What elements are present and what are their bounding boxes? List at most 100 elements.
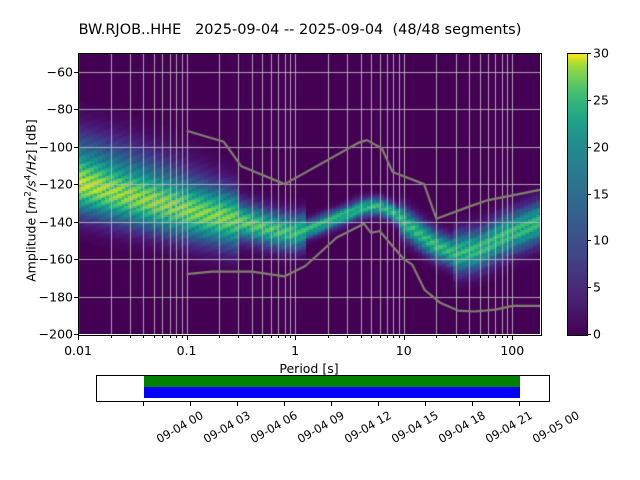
data-coverage-green <box>144 376 520 387</box>
colorbar-tick-label: 10 <box>593 232 609 248</box>
timeline-tick-label: 09-04 18 <box>435 408 488 446</box>
colorbar-tick-mark <box>587 147 591 148</box>
x-axis-minor-tick <box>371 335 372 338</box>
x-axis-minor-tick <box>436 335 437 338</box>
x-axis-minor-tick <box>285 335 286 338</box>
timeline-tick-label: 09-04 06 <box>248 408 300 446</box>
x-axis-tick-label: 0.01 <box>64 343 92 358</box>
timeline-tick-mark <box>425 401 426 406</box>
x-axis-minor-tick <box>399 335 400 338</box>
x-axis-minor-tick <box>393 335 394 338</box>
timeline-tick-mark <box>472 401 473 406</box>
timeline-tick-mark <box>331 401 332 406</box>
ppsd-histogram-canvas <box>78 53 540 334</box>
x-axis-minor-tick <box>262 335 263 338</box>
x-axis-major-tick <box>512 335 513 340</box>
y-axis-tick-label: −160 <box>38 251 73 267</box>
colorbar-tick-mark <box>587 334 591 335</box>
colorbar-tick-label: 20 <box>593 139 609 155</box>
timeline-tick-label: 09-04 15 <box>388 408 441 446</box>
x-axis-minor-tick <box>328 335 329 338</box>
x-axis-minor-tick <box>219 335 220 338</box>
x-axis-minor-tick <box>130 335 131 338</box>
y-axis-tick-label: −80 <box>46 101 73 117</box>
x-axis-major-tick <box>404 335 405 340</box>
colorbar-tick-label: 5 <box>593 279 601 295</box>
x-axis-major-tick <box>295 335 296 340</box>
colorbar-tick-mark <box>587 240 591 241</box>
y-axis-label: Amplitude [m2/s4/Hz] [dB] <box>23 119 39 282</box>
x-axis-minor-tick <box>347 335 348 338</box>
x-axis-tick-label: 100 <box>500 343 525 358</box>
timeline-tick-mark <box>190 401 191 406</box>
y-axis-tick-label: −140 <box>38 214 73 230</box>
x-axis-minor-tick <box>252 335 253 338</box>
timeline-tick-label: 09-04 21 <box>482 408 535 446</box>
x-axis-minor-tick <box>271 335 272 338</box>
timeline-tick-label: 09-04 12 <box>341 408 394 446</box>
x-axis-major-tick <box>187 335 188 340</box>
x-axis-minor-tick <box>502 335 503 338</box>
x-axis-minor-tick <box>182 335 183 338</box>
y-axis-tick-mark <box>74 72 78 73</box>
x-axis-label: Period [s] <box>279 361 339 376</box>
ppsd-plot-area[interactable] <box>78 53 540 334</box>
x-axis-minor-tick <box>170 335 171 338</box>
y-axis-tick-mark <box>74 147 78 148</box>
x-axis-major-tick <box>78 335 79 340</box>
data-coverage-blue <box>144 387 520 398</box>
timeline-tick-mark <box>519 401 520 406</box>
colorbar-tick-label: 25 <box>593 92 609 108</box>
x-axis-minor-tick <box>507 335 508 338</box>
colorbar-tick-mark <box>587 194 591 195</box>
timeline-tick-mark <box>378 401 379 406</box>
colorbar-tick-label: 15 <box>593 186 609 201</box>
colorbar-tick-label: 30 <box>593 45 609 61</box>
x-axis-minor-tick <box>162 335 163 338</box>
x-axis-minor-tick <box>387 335 388 338</box>
data-coverage-timeline[interactable] <box>96 375 550 402</box>
y-axis-tick-mark <box>74 184 78 185</box>
x-axis-minor-tick <box>111 335 112 338</box>
y-axis-tick-mark <box>74 297 78 298</box>
colorbar[interactable] <box>567 53 588 336</box>
x-axis-minor-tick <box>456 335 457 338</box>
y-axis-tick-label: −60 <box>46 64 73 80</box>
x-axis-minor-tick <box>176 335 177 338</box>
y-axis-tick-mark <box>74 334 78 335</box>
x-axis-minor-tick <box>278 335 279 338</box>
timeline-tick-label: 09-04 00 <box>154 408 207 446</box>
x-axis-tick-label: 10 <box>395 343 412 358</box>
timeline-tick-label: 09-04 09 <box>295 408 347 446</box>
x-axis-minor-tick <box>480 335 481 338</box>
timeline-tick-mark <box>284 401 285 406</box>
y-axis-tick-label: −180 <box>38 289 73 305</box>
y-axis-tick-labels: −200 −180 −160 −140 −120 −100 −80 −60 <box>5 0 73 480</box>
colorbar-tick-mark <box>587 100 591 101</box>
timeline-tick-mark <box>237 401 238 406</box>
colorbar-tick-mark <box>587 287 591 288</box>
x-axis-minor-tick <box>361 335 362 338</box>
x-axis-minor-tick <box>488 335 489 338</box>
colorbar-tick-label: 0 <box>593 326 601 342</box>
timeline-tick-mark <box>143 401 144 406</box>
y-axis-tick-label: −100 <box>38 139 73 155</box>
x-axis-tick-label: 0.1 <box>176 343 197 358</box>
y-axis-tick-mark <box>74 259 78 260</box>
y-axis-tick-mark <box>74 109 78 110</box>
x-axis-minor-tick <box>495 335 496 338</box>
x-axis-tick-label: 1 <box>291 343 300 358</box>
page-title: BW.RJOB..HHE 2025-09-04 -- 2025-09-04 (4… <box>78 22 522 38</box>
x-axis-minor-tick <box>238 335 239 338</box>
x-axis-minor-tick <box>154 335 155 338</box>
timeline-tick-label: 09-05 00 <box>529 408 582 446</box>
x-axis-minor-tick <box>380 335 381 338</box>
y-axis-tick-label: −200 <box>38 326 73 342</box>
colorbar-tick-mark <box>587 53 591 54</box>
x-axis-minor-tick <box>469 335 470 338</box>
y-axis-tick-mark <box>74 222 78 223</box>
x-axis-minor-tick <box>143 335 144 338</box>
x-axis-minor-tick <box>290 335 291 338</box>
timeline-tick-label: 09-04 03 <box>201 408 254 446</box>
